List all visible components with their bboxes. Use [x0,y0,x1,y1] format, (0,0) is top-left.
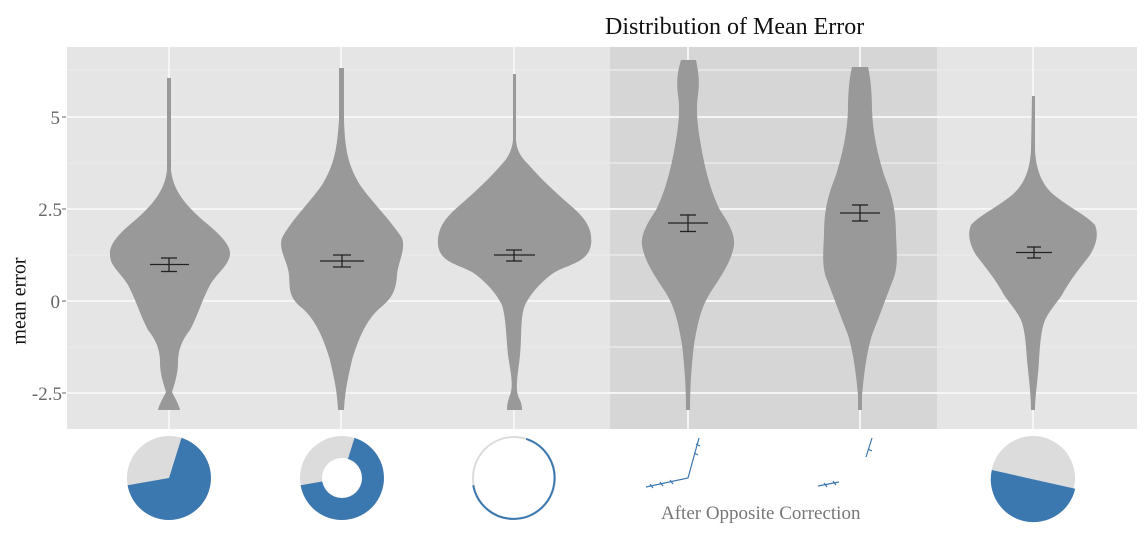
line-segment-icon [645,437,701,489]
y-tick-5: 5 [51,108,61,129]
violin-5 [823,67,897,410]
minor-gridlines [67,69,1137,348]
error-bar-6 [1016,246,1052,259]
plot-panel [67,47,1137,429]
violin-3 [437,74,592,410]
error-bar-2 [320,254,364,268]
error-bar-3 [494,249,535,262]
line-segment-icon [817,437,873,488]
pie-chart-icon [990,436,1076,523]
ring-arc-icon [472,436,556,520]
violin-4 [641,60,735,410]
after-opposite-correction-label: After Opposite Correction [661,503,861,524]
y-tick-neg-2-5: -2.5 [32,384,62,405]
error-bars [150,204,1052,273]
error-bar-1 [150,257,189,273]
violin-1 [109,78,231,410]
y-tick-2-5: 2.5 [38,200,62,221]
error-bar-5 [840,204,880,222]
y-tick-0: 0 [51,292,61,313]
chart-title: Distribution of Mean Error [605,14,865,40]
pie-chart-icon [127,436,211,520]
violin-2 [281,68,404,410]
error-bar-4 [668,214,708,233]
y-axis-ticks [62,116,66,394]
donut-chart-icon [300,436,384,520]
